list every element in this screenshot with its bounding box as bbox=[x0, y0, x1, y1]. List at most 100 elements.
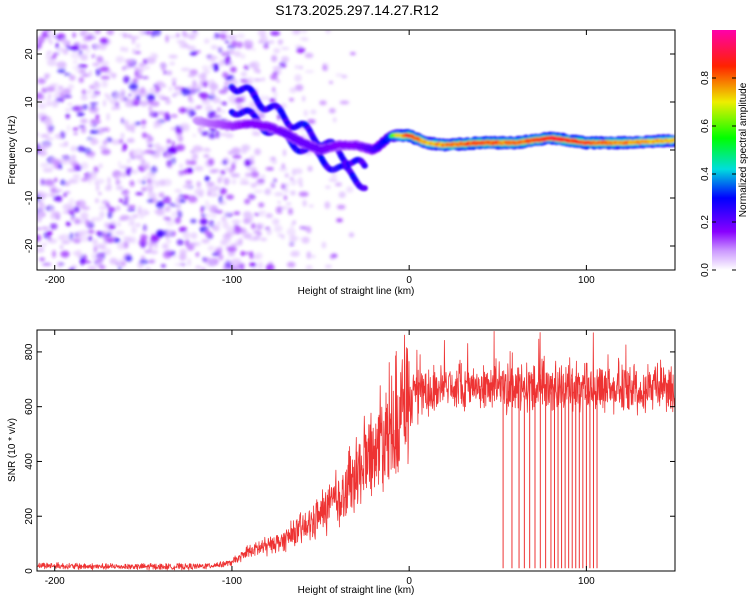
noise-blob bbox=[253, 213, 260, 216]
noise-blob bbox=[182, 184, 192, 189]
noise-blob bbox=[190, 87, 196, 94]
noise-blob bbox=[46, 86, 56, 92]
colorbar-tick-label: 0.2 bbox=[700, 215, 711, 229]
noise-blob bbox=[60, 179, 66, 186]
noise-blob bbox=[280, 47, 290, 50]
noise-blob bbox=[111, 106, 116, 111]
noise-blob bbox=[40, 226, 50, 231]
noise-blob bbox=[281, 235, 285, 240]
noise-blob bbox=[271, 158, 277, 165]
noise-blob bbox=[122, 143, 128, 151]
noise-blob bbox=[231, 258, 242, 264]
noise-blob bbox=[321, 241, 327, 249]
noise-blob bbox=[104, 222, 110, 229]
noise-blob bbox=[277, 201, 281, 204]
noise-blob bbox=[247, 193, 256, 200]
noise-blob bbox=[160, 264, 166, 268]
noise-blob bbox=[53, 195, 62, 202]
noise-blob bbox=[295, 65, 299, 69]
noise-blob bbox=[217, 46, 224, 52]
noise-blob bbox=[129, 180, 135, 187]
noise-blob bbox=[150, 53, 157, 56]
noise-blob bbox=[76, 232, 83, 241]
noise-blob bbox=[107, 232, 111, 237]
noise-blob bbox=[241, 252, 251, 255]
noise-blob bbox=[175, 127, 183, 135]
noise-blob bbox=[79, 258, 85, 266]
noise-blob bbox=[45, 52, 50, 61]
signal-core bbox=[672, 137, 675, 142]
y-tick-label: -10 bbox=[24, 190, 35, 205]
noise-blob bbox=[122, 171, 127, 178]
noise-blob bbox=[333, 117, 337, 123]
noise-blob bbox=[270, 30, 281, 36]
noise-blob bbox=[193, 30, 197, 33]
figure-title: S173.2025.297.14.27.R12 bbox=[275, 2, 439, 18]
noise-blob bbox=[66, 46, 71, 50]
noise-blob bbox=[322, 63, 326, 70]
noise-blob bbox=[179, 123, 190, 131]
noise-blob bbox=[37, 78, 46, 85]
noise-blob bbox=[187, 167, 193, 172]
noise-blob bbox=[139, 30, 145, 36]
noise-blob bbox=[136, 94, 141, 101]
noise-blob bbox=[257, 261, 264, 270]
noise-blob bbox=[120, 46, 125, 52]
noise-blob bbox=[156, 121, 163, 129]
noise-blob bbox=[135, 192, 144, 196]
noise-blob bbox=[168, 62, 175, 66]
noise-blob bbox=[70, 145, 77, 152]
noise-blob bbox=[278, 167, 288, 172]
noise-blob bbox=[264, 40, 271, 44]
noise-blob bbox=[128, 221, 133, 227]
noise-blob bbox=[37, 202, 46, 210]
noise-blob bbox=[69, 232, 74, 241]
noise-blob bbox=[257, 178, 265, 183]
noise-blob bbox=[46, 59, 57, 67]
noise-blob bbox=[284, 187, 289, 194]
noise-blob bbox=[167, 146, 177, 155]
noise-blob bbox=[302, 95, 306, 102]
noise-blob bbox=[115, 185, 124, 191]
noise-blob bbox=[119, 96, 126, 102]
noise-blob bbox=[150, 100, 160, 107]
noise-blob bbox=[284, 173, 289, 178]
noise-blob bbox=[87, 236, 93, 242]
noise-blob bbox=[143, 165, 150, 170]
noise-blob bbox=[239, 178, 249, 182]
noise-blob bbox=[115, 178, 120, 186]
noise-blob bbox=[115, 174, 123, 178]
spectrogram-signal bbox=[192, 84, 675, 192]
noise-blob bbox=[154, 143, 161, 149]
noise-blob bbox=[336, 204, 346, 210]
noise-blob bbox=[48, 235, 52, 241]
noise-blob bbox=[216, 130, 220, 139]
noise-blob bbox=[248, 62, 256, 68]
noise-blob bbox=[304, 52, 314, 59]
noise-blob bbox=[45, 137, 54, 141]
noise-blob bbox=[230, 49, 235, 55]
noise-blob bbox=[162, 250, 172, 259]
noise-blob bbox=[270, 180, 274, 189]
noise-blob bbox=[346, 186, 354, 193]
noise-blob bbox=[279, 61, 287, 68]
noise-blob bbox=[222, 233, 232, 241]
spectrogram-ylabel: Frequency (Hz) bbox=[7, 116, 18, 185]
noise-blob bbox=[71, 264, 78, 269]
noise-blob bbox=[76, 112, 85, 117]
noise-blob bbox=[256, 231, 262, 236]
noise-blob bbox=[305, 265, 313, 270]
noise-blob bbox=[56, 63, 63, 68]
noise-blob bbox=[39, 257, 46, 262]
snr-series-line bbox=[37, 330, 675, 571]
noise-blob bbox=[217, 177, 222, 184]
noise-blob bbox=[87, 32, 94, 37]
noise-blob bbox=[203, 154, 210, 158]
noise-blob bbox=[128, 215, 135, 223]
noise-blob bbox=[207, 114, 215, 120]
noise-blob bbox=[51, 99, 59, 108]
noise-blob bbox=[251, 223, 256, 230]
noise-blob bbox=[106, 248, 111, 256]
noise-blob bbox=[117, 160, 122, 168]
noise-blob bbox=[155, 80, 165, 87]
